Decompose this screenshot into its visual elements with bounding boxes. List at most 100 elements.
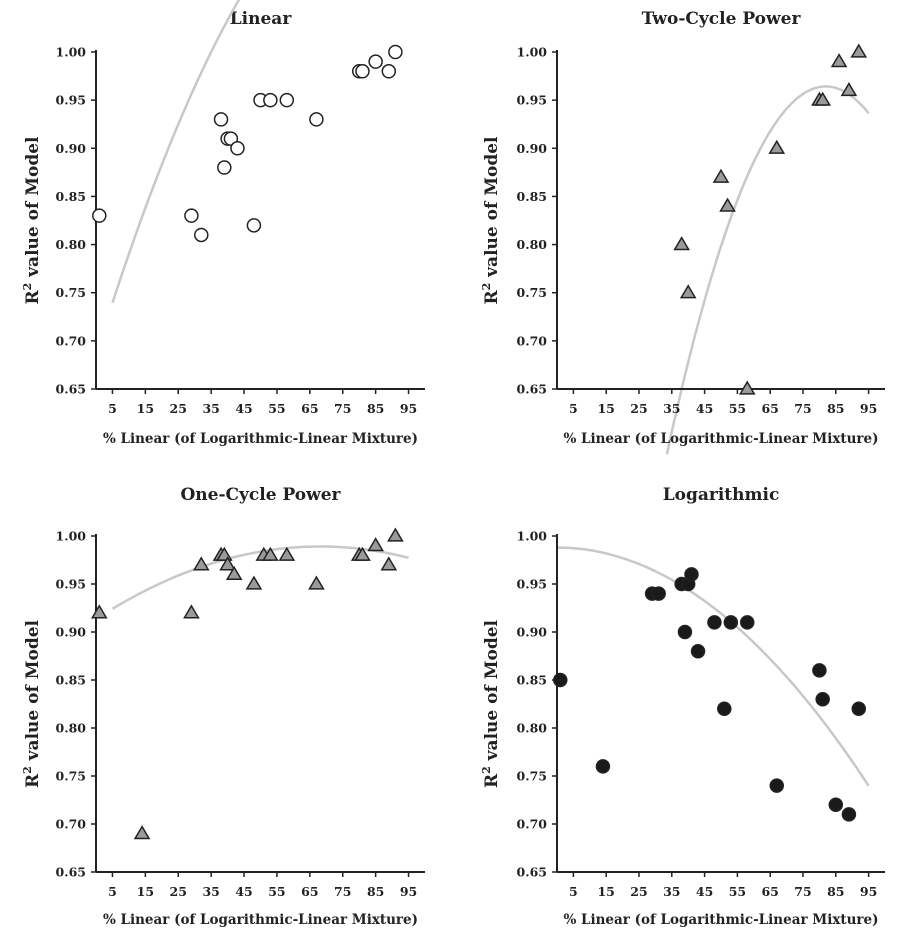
y-tick-label: 1.00 — [517, 45, 548, 60]
data-point — [387, 527, 404, 542]
data-point — [133, 825, 151, 840]
trend-line — [556, 546, 870, 787]
data-point — [814, 91, 831, 106]
y-tick-label: 0.85 — [517, 673, 547, 688]
y-tick-label: 0.75 — [56, 285, 86, 300]
y-tick-label: 0.75 — [517, 285, 547, 300]
x-tick-label: 55 — [268, 401, 285, 416]
data-point — [553, 672, 568, 688]
x-tick-label: 25 — [170, 401, 187, 416]
data-point — [354, 546, 371, 561]
x-axis-label: % Linear (of Logarithmic-Linear Mixture) — [563, 431, 878, 447]
data-point — [355, 64, 370, 79]
x-tick-label: 25 — [630, 884, 647, 899]
y-axis-label: R2 value of Model — [480, 136, 502, 305]
chart-panel-1: Two-Cycle Power 0.65 0.70 0.75 0.80 0.85 0.90 0… — [480, 9, 885, 455]
data-point — [213, 112, 229, 127]
data-point — [380, 556, 398, 571]
x-tick-label: 5 — [108, 401, 117, 416]
y-tick-label: 0.95 — [56, 577, 86, 592]
data-point — [194, 227, 209, 243]
data-point — [723, 615, 739, 630]
y-tick-label: 0.65 — [517, 382, 547, 397]
x-tick-label: 85 — [827, 401, 844, 416]
data-point — [768, 139, 786, 154]
y-tick-label: 0.90 — [56, 141, 87, 156]
y-tick-label: 1.00 — [56, 529, 87, 544]
y-tick-label: 0.95 — [56, 93, 86, 108]
x-tick-label: 15 — [137, 401, 154, 416]
data-point — [840, 82, 858, 97]
data-point — [90, 604, 108, 619]
data-point — [690, 643, 706, 659]
y-axis-label: R2 value of Model — [480, 619, 502, 788]
chart-title: Linear — [230, 9, 293, 29]
data-point — [717, 701, 732, 717]
x-tick-label: 85 — [367, 401, 384, 416]
x-axis-label: % Linear (of Logarithmic-Linear Mixture) — [563, 912, 878, 928]
data-point — [278, 546, 296, 561]
y-axis-label: R2 value of Model — [21, 136, 43, 305]
data-point — [279, 92, 295, 108]
x-tick-label: 55 — [729, 401, 746, 416]
x-tick-label: 45 — [235, 401, 252, 416]
chart-panel-2: One-Cycle Power 0.65 0.70 0.75 0.80 0.85 0.90 0… — [21, 485, 425, 928]
y-tick-label: 0.80 — [517, 721, 548, 736]
x-tick-label: 65 — [761, 884, 778, 899]
x-tick-label: 25 — [630, 401, 647, 416]
x-tick-label: 5 — [569, 884, 578, 899]
data-point — [388, 44, 403, 60]
data-point — [707, 615, 722, 630]
data-point — [245, 575, 263, 590]
data-point — [308, 575, 325, 590]
x-tick-label: 45 — [235, 884, 252, 899]
x-tick-label: 35 — [663, 401, 680, 416]
y-tick-label: 0.90 — [56, 625, 87, 640]
data-point — [830, 53, 848, 68]
x-tick-label: 15 — [137, 884, 154, 899]
y-tick-label: 0.90 — [517, 625, 548, 640]
x-tick-label: 95 — [400, 401, 417, 416]
x-tick-label: 65 — [761, 401, 778, 416]
trend-line — [665, 85, 870, 455]
x-axis-label: % Linear (of Logarithmic-Linear Mixture) — [103, 431, 418, 447]
data-point — [230, 141, 245, 156]
data-point — [263, 92, 278, 108]
y-tick-label: 0.65 — [56, 382, 86, 397]
data-point — [712, 168, 730, 183]
data-point — [850, 43, 868, 58]
x-tick-label: 5 — [108, 884, 117, 899]
x-tick-label: 95 — [860, 884, 877, 899]
x-tick-label: 85 — [367, 884, 384, 899]
y-tick-label: 0.80 — [56, 237, 87, 252]
x-tick-label: 75 — [334, 884, 351, 899]
data-point — [183, 604, 200, 619]
data-point — [184, 208, 199, 223]
y-tick-label: 0.95 — [517, 93, 547, 108]
x-tick-label: 75 — [334, 401, 351, 416]
x-tick-label: 15 — [597, 401, 614, 416]
x-tick-label: 35 — [202, 884, 219, 899]
x-tick-label: 5 — [569, 401, 578, 416]
y-tick-label: 0.65 — [517, 865, 547, 880]
data-point — [217, 160, 232, 175]
data-point — [219, 556, 236, 571]
x-tick-label: 25 — [170, 884, 187, 899]
x-tick-label: 95 — [860, 401, 877, 416]
x-tick-label: 55 — [268, 884, 285, 899]
chart-title: Logarithmic — [663, 485, 780, 505]
y-tick-label: 1.00 — [517, 529, 548, 544]
chart-title: Two-Cycle Power — [642, 9, 802, 29]
x-tick-label: 45 — [696, 884, 713, 899]
data-point — [684, 567, 699, 582]
chart-title: One-Cycle Power — [180, 485, 341, 505]
x-tick-label: 85 — [827, 884, 844, 899]
y-tick-label: 0.80 — [56, 721, 87, 736]
data-point — [812, 663, 827, 678]
y-tick-label: 0.85 — [56, 189, 86, 204]
data-point — [739, 615, 755, 630]
data-point — [673, 236, 690, 251]
data-point — [595, 759, 611, 774]
data-point — [719, 197, 736, 212]
